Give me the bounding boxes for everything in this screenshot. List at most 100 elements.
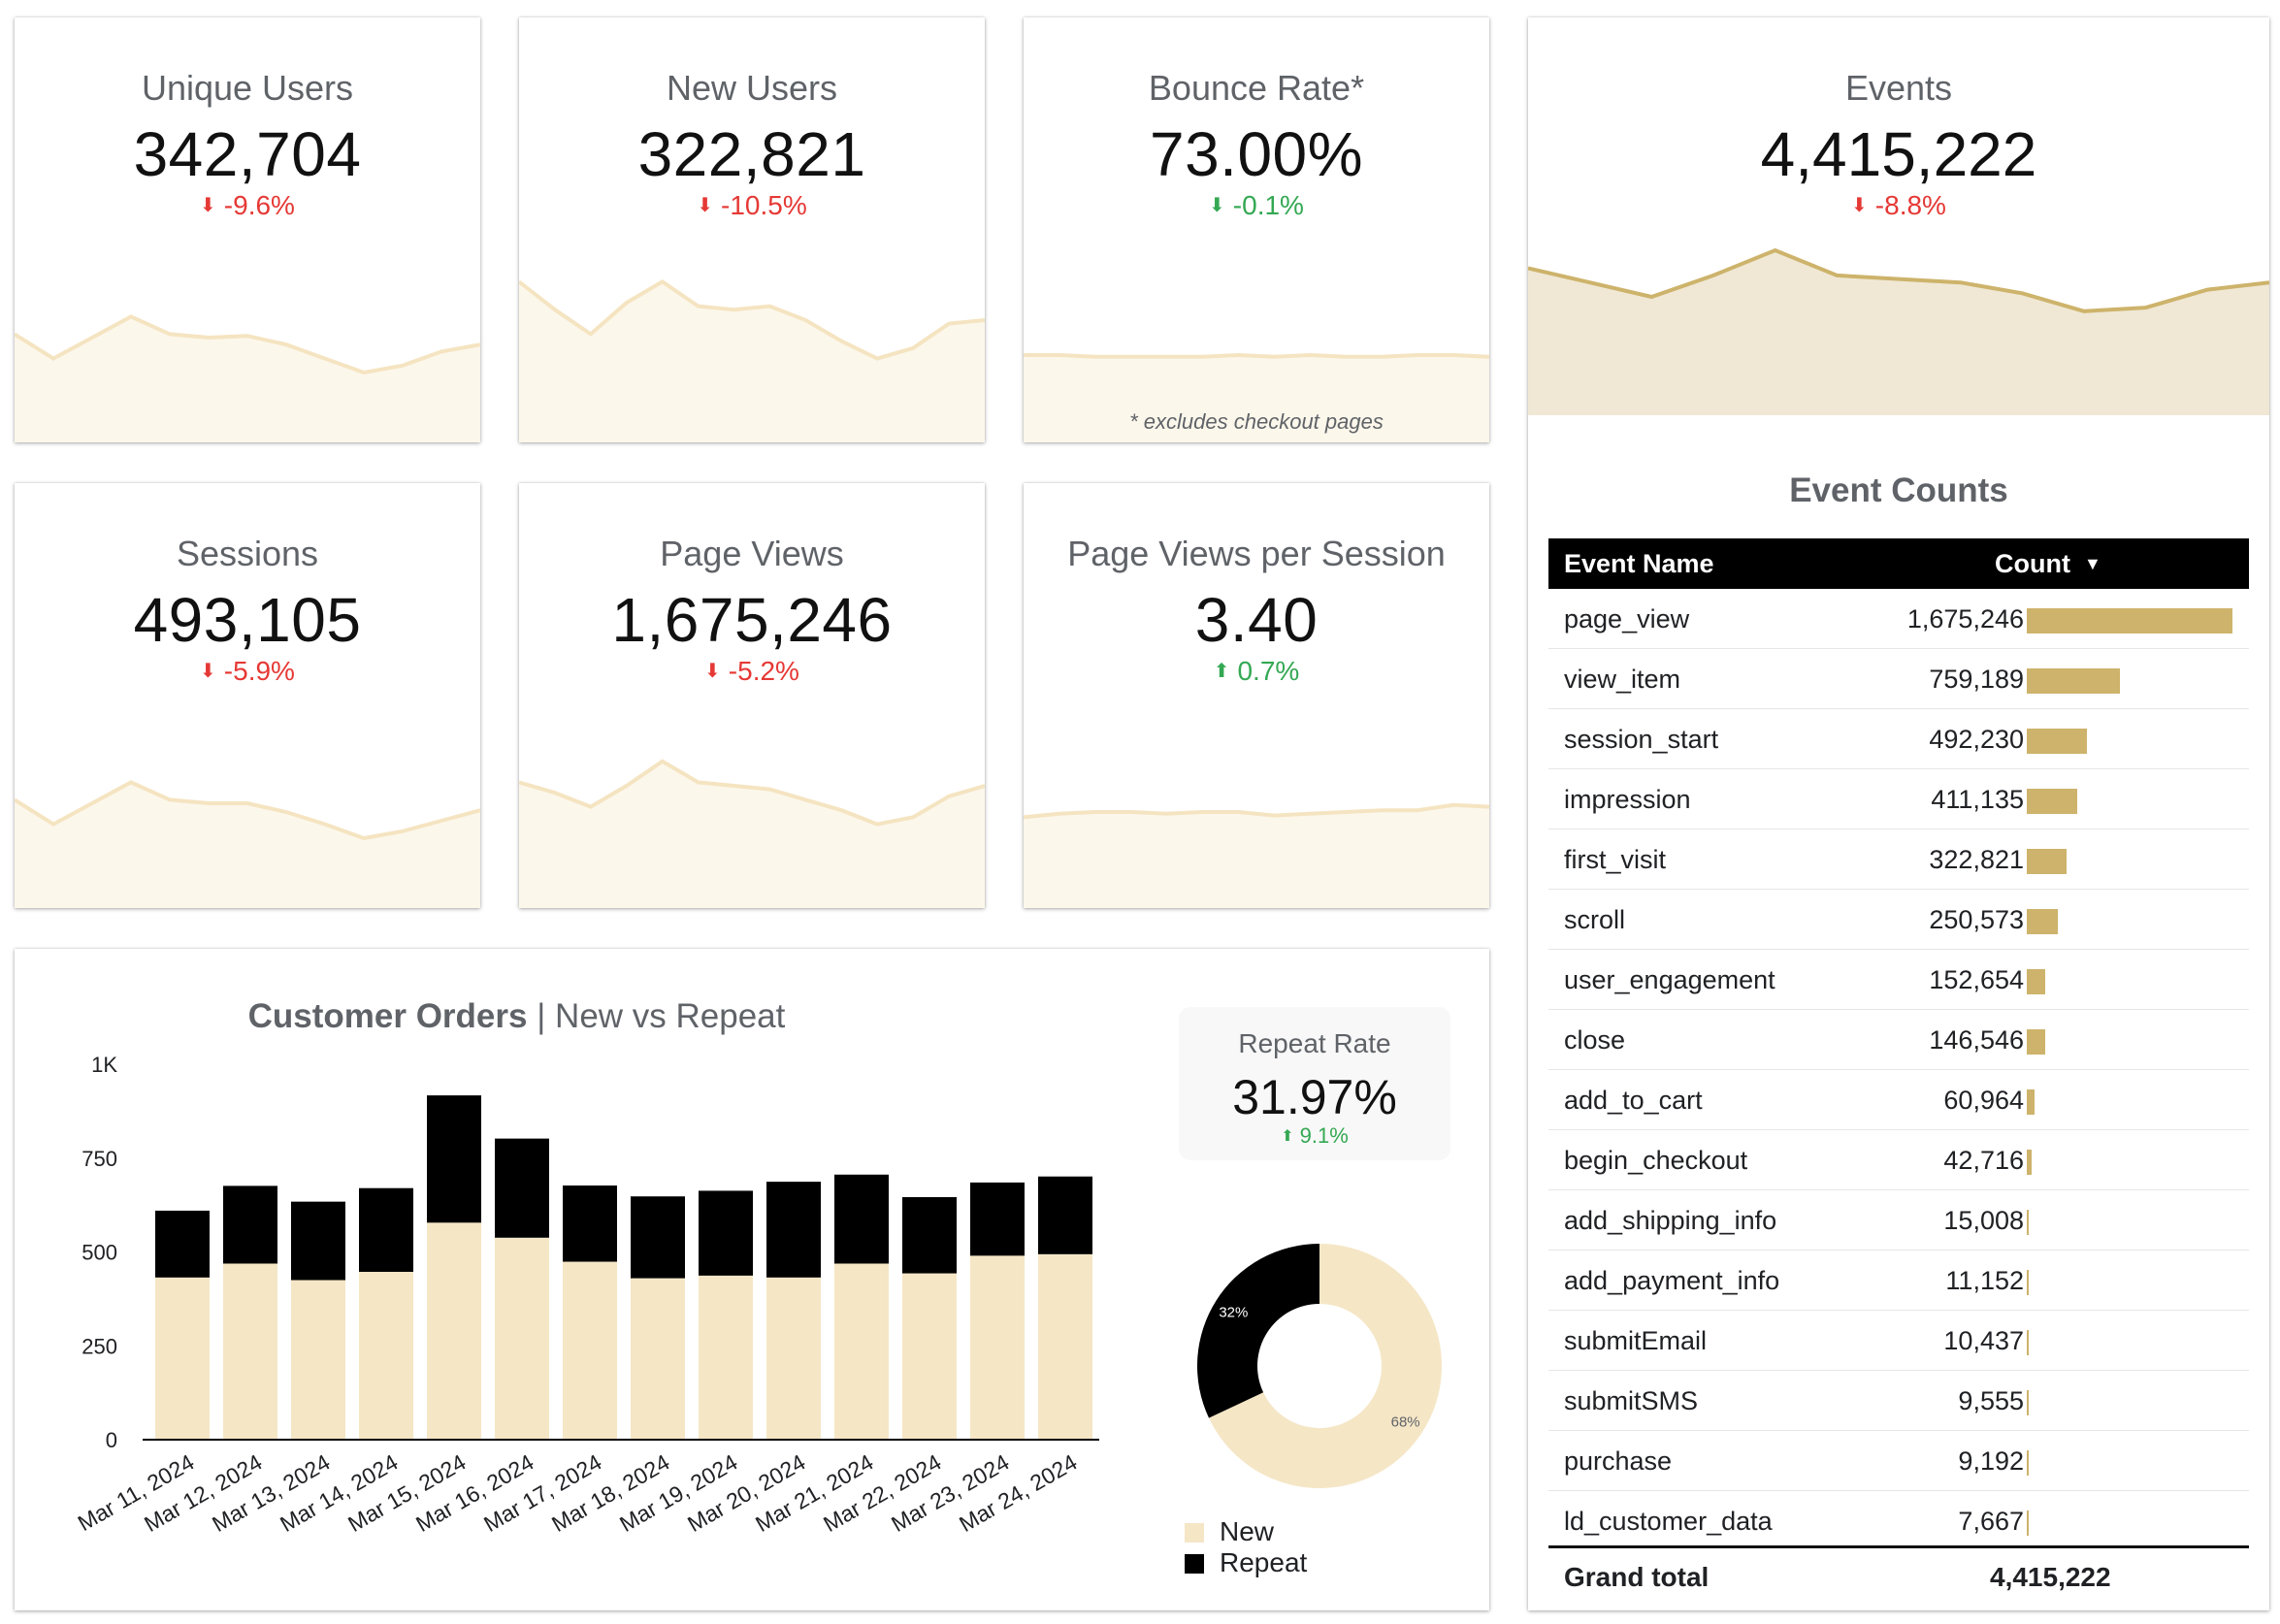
event-count-cell: 9,555 [1958, 1386, 2024, 1415]
legend-label-repeat: Repeat [1220, 1547, 1308, 1577]
kpi-delta: ⬇ -10.5% [519, 190, 985, 221]
event-count-cell: 10,437 [1943, 1326, 2024, 1355]
kpi-value: 1,675,246 [611, 585, 893, 655]
sparkline-line [519, 279, 985, 361]
kpi-value: 73.00% [1149, 119, 1364, 189]
bar-repeat [699, 1190, 753, 1276]
event-name-cell: page_view [1564, 604, 1690, 633]
bar-repeat [766, 1182, 821, 1278]
event-name-cell: begin_checkout [1564, 1146, 1748, 1175]
arrow-down-icon: ⬇ [200, 195, 216, 216]
donut-slice-label: 32% [1219, 1305, 1248, 1321]
sparkline-chart [15, 780, 480, 908]
sparkline-area [15, 316, 480, 442]
table-footer: Grand total 4,415,222 [1548, 1545, 2249, 1604]
table-row: submitEmail 10,437 [1548, 1311, 2249, 1371]
event-count-bar [2027, 909, 2058, 934]
table-row: begin_checkout 42,716 [1548, 1130, 2249, 1190]
event-count-cell: 42,716 [1943, 1146, 2024, 1175]
arrow-up-icon: ⬆ [1213, 661, 1230, 682]
sparkline-area [519, 281, 985, 442]
sort-descending-icon[interactable]: ▼ [2083, 554, 2101, 573]
event-name-cell: user_engagement [1564, 965, 1775, 994]
kpi-delta-value: -0.1% [1232, 190, 1304, 220]
kpi-title: Bounce Rate* [1148, 68, 1365, 108]
arrow-down-icon: ⬇ [704, 661, 721, 682]
event-count-cell: 60,964 [1943, 1086, 2024, 1115]
bar-repeat [902, 1196, 957, 1274]
sparkline-chart [1024, 352, 1489, 442]
kpi-card-bounce-rate: Bounce Rate* 73.00% ⬇ -0.1% * excludes ch… [1024, 17, 1489, 442]
kpi-value: 322,821 [637, 119, 866, 189]
table-header: Event Name Count ▼ [1548, 538, 2249, 589]
event-count-bar [2027, 729, 2088, 754]
legend-swatch-repeat [1185, 1554, 1204, 1574]
event-count-cell: 11,152 [1945, 1266, 2024, 1295]
bar-repeat [834, 1174, 889, 1264]
kpi-delta: ⬆ 0.7% [1024, 656, 1489, 687]
orders-title-main: Customer Orders [247, 997, 528, 1035]
event-count-bar [2027, 1450, 2029, 1476]
donut-legend: New Repeat [1185, 1516, 1489, 1578]
column-header-count[interactable]: Count ▼ [1995, 549, 2101, 579]
event-count-cell: 411,135 [1931, 785, 2024, 814]
y-tick-label: 1K [91, 1053, 117, 1077]
event-count-bar [2027, 1029, 2045, 1055]
event-count-bar [2027, 1210, 2029, 1235]
bar-repeat [631, 1196, 685, 1279]
kpi-delta: ⬇ -5.9% [15, 656, 480, 687]
event-name-cell: add_to_cart [1564, 1086, 1703, 1115]
bar-repeat [359, 1187, 413, 1273]
event-count-cell: 15,008 [1943, 1206, 2024, 1235]
kpi-delta: ⬇ -9.6% [15, 190, 480, 221]
event-name-cell: session_start [1564, 725, 1719, 754]
bar-new [970, 1255, 1025, 1440]
event-name-cell: submitSMS [1564, 1386, 1699, 1415]
event-count-bar [2027, 608, 2232, 633]
sparkline-chart [519, 759, 985, 908]
events-delta-value: -8.8% [1874, 190, 1946, 220]
event-name-cell: add_payment_info [1564, 1266, 1780, 1295]
grand-total-label: Grand total [1564, 1562, 1710, 1592]
legend-swatch-new [1185, 1523, 1204, 1543]
event-count-bar [2027, 1150, 2033, 1175]
event-count-bar [2027, 668, 2121, 694]
arrow-down-icon: ⬇ [1209, 195, 1225, 216]
y-tick-label: 250 [81, 1334, 117, 1358]
bar-new [1038, 1253, 1092, 1440]
table-row: user_engagement 152,654 [1548, 950, 2249, 1010]
orders-title: Customer Orders | New vs Repeat [15, 997, 1019, 1036]
bar-new [359, 1272, 413, 1440]
kpi-delta-value: -9.6% [223, 190, 295, 220]
repeat-rate-delta: ⬆ 9.1% [1179, 1123, 1450, 1149]
donut-slice-new [1208, 1244, 1442, 1488]
table-row: add_shipping_info 15,008 [1548, 1190, 2249, 1250]
table-row: view_item 759,189 [1548, 649, 2249, 709]
event-count-bar [2027, 1089, 2035, 1115]
events-title: Events [1844, 68, 1953, 108]
arrow-down-icon: ⬇ [1851, 195, 1868, 216]
kpi-title: New Users [666, 68, 838, 108]
column-header-event-name[interactable]: Event Name [1564, 549, 1714, 578]
event-count-bar [2027, 1510, 2029, 1536]
event-count-cell: 1,675,246 [1906, 604, 2024, 633]
bar-repeat [1038, 1176, 1092, 1254]
bar-new [291, 1280, 345, 1440]
kpi-card-new-users: New Users 322,821 ⬇ -10.5% [519, 17, 985, 442]
table-row: first_visit 322,821 [1548, 829, 2249, 890]
event-count-cell: 152,654 [1929, 965, 2024, 994]
table-body: page_view 1,675,246 view_item 759,189 sessio… [1548, 589, 2249, 1545]
kpi-title: Sessions [176, 534, 319, 573]
sparkline-area [1024, 804, 1489, 908]
legend-item-repeat: Repeat [1185, 1547, 1307, 1578]
bar-new [699, 1275, 753, 1440]
repeat-rate-value: 31.97% [1232, 1070, 1397, 1124]
bar-repeat [291, 1201, 345, 1281]
footnote: * excludes checkout pages [1129, 409, 1384, 434]
sparkline-area [1528, 250, 2269, 415]
event-name-cell: first_visit [1564, 845, 1667, 874]
sparkline-chart [519, 279, 985, 442]
kpi-title: Unique Users [141, 68, 354, 108]
event-count-cell: 9,192 [1958, 1446, 2024, 1476]
table-row: add_to_cart 60,964 [1548, 1070, 2249, 1130]
